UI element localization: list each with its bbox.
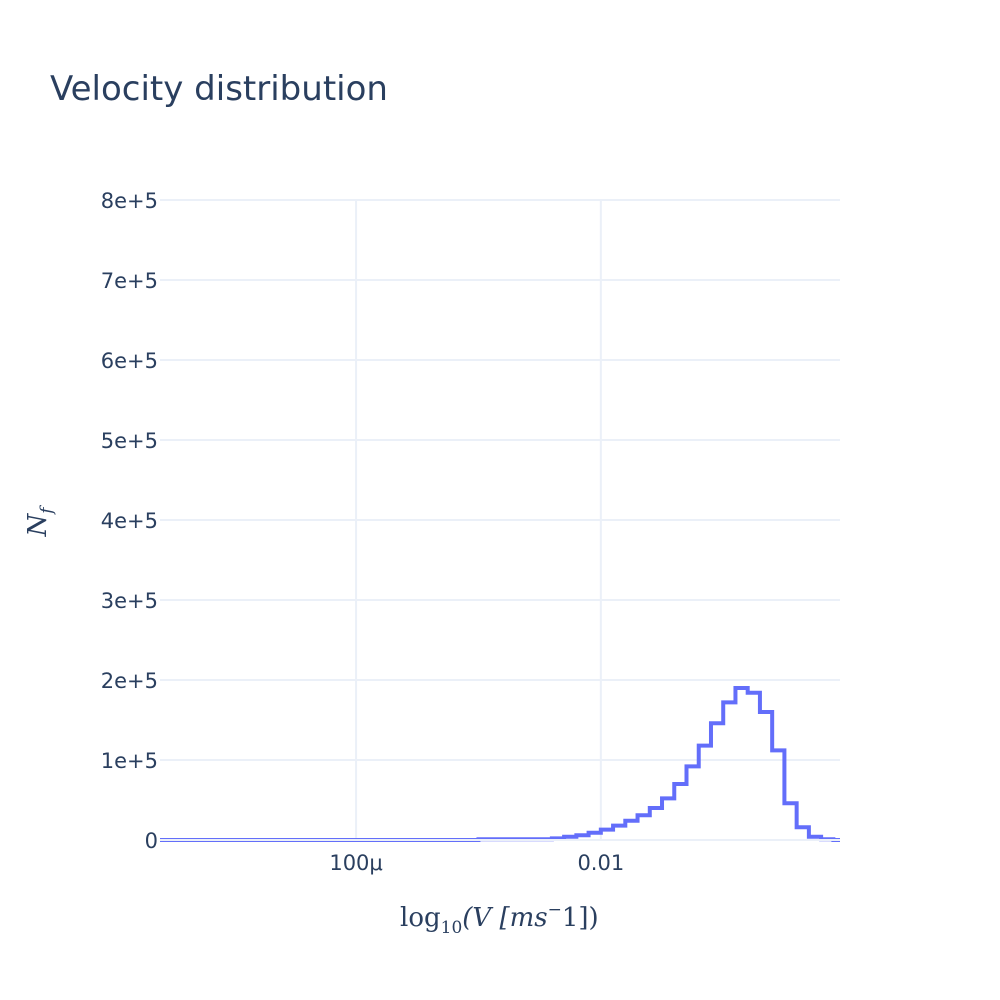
x-title-func-sub: 10: [441, 918, 463, 938]
chart-title: Velocity distribution: [50, 69, 388, 109]
histogram-series-line: [160, 686, 840, 842]
y-tick-label: 2e+5: [101, 669, 158, 693]
y-tick-label: 7e+5: [101, 269, 158, 293]
x-axis-title: log10(V [ms−1]): [400, 900, 599, 938]
x-title-unit: ms: [510, 903, 548, 933]
y-tick-label: 0: [145, 829, 158, 853]
x-title-open: (V [: [462, 903, 510, 933]
y-tick-label: 3e+5: [101, 589, 158, 613]
y-tick-label: 6e+5: [101, 349, 158, 373]
svg-text:log10(V [ms−1]): log10(V [ms−1]): [400, 900, 599, 938]
y-tick-label: 4e+5: [101, 509, 158, 533]
y-tick-label: 8e+5: [101, 189, 158, 213]
y-title-main: N: [23, 513, 53, 538]
y-tick-label: 1e+5: [101, 749, 158, 773]
x-axis-ticks: 100μ 0.01: [329, 851, 624, 875]
x-tick-label: 0.01: [577, 851, 624, 875]
y-tick-label: 5e+5: [101, 429, 158, 453]
x-title-func: log: [400, 903, 441, 933]
x-tick-label: 100μ: [329, 851, 382, 875]
y-axis-ticks: 0 1e+5 2e+5 3e+5 4e+5 5e+5 6e+5 7e+5 8e+5: [101, 189, 158, 853]
x-title-tail: 1]): [562, 903, 599, 933]
grid: [160, 199, 840, 840]
svg-text:Nf: Nf: [23, 505, 57, 538]
x-title-unit-sup: −: [548, 900, 562, 920]
y-axis-title: Nf: [23, 505, 57, 538]
y-title-sub: f: [37, 505, 57, 516]
